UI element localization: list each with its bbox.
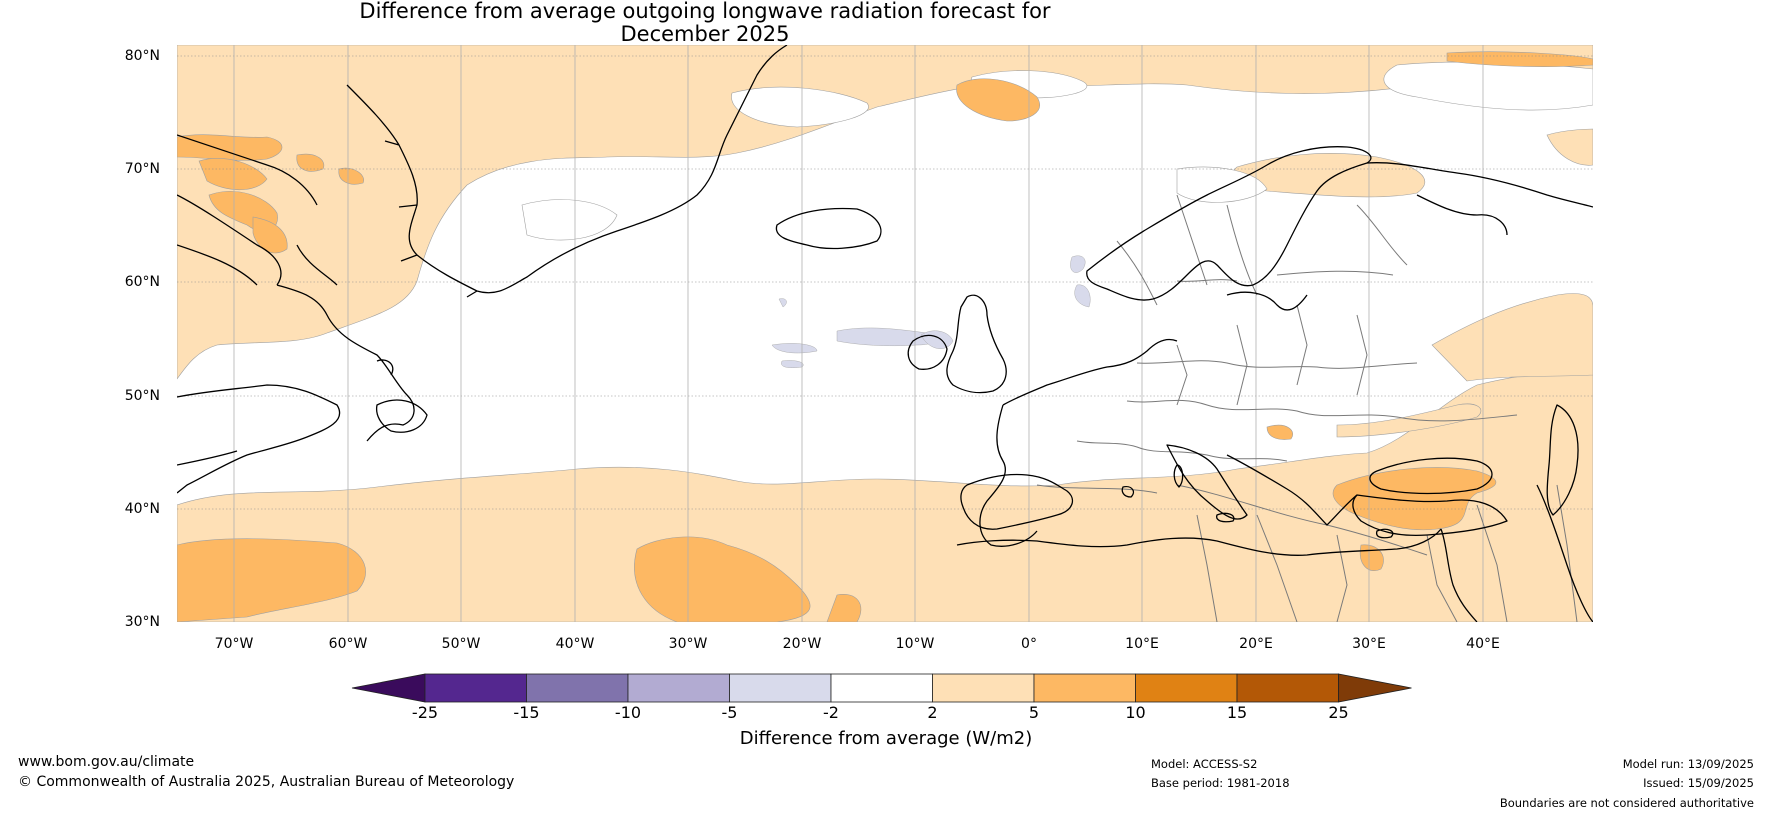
balkans-coast xyxy=(1226,454,1358,526)
colorbar-bin xyxy=(830,673,933,703)
lon-label-20e: 20°E xyxy=(1239,636,1273,652)
country-borders xyxy=(1036,194,1578,622)
europe-west-coast xyxy=(979,338,1178,547)
lon-label-20w: 20°W xyxy=(782,636,822,652)
colorbar xyxy=(351,673,1412,703)
caspian-coast xyxy=(1546,404,1579,516)
colorbar-bin xyxy=(627,673,730,703)
colorbar-bin xyxy=(424,673,527,703)
newfoundland-coast xyxy=(375,399,428,433)
lat-label-50n: 50°N xyxy=(124,388,160,404)
canadian-arctic-coast xyxy=(177,134,338,286)
footer-copyright: © Commonwealth of Australia 2025, Austra… xyxy=(18,774,515,790)
colorbar-bin xyxy=(932,673,1035,703)
lon-label-50w: 50°W xyxy=(441,636,481,652)
lon-label-30w: 30°W xyxy=(668,636,708,652)
north-america-east-coast xyxy=(177,384,341,494)
colorbar-bin xyxy=(526,673,629,703)
iberia-coast xyxy=(960,473,1074,530)
colorbar-label: Difference from average (W/m2) xyxy=(739,728,1033,749)
great-britain-coast xyxy=(946,294,1007,394)
lat-label-40n: 40°N xyxy=(124,501,160,517)
lon-label-60w: 60°W xyxy=(328,636,368,652)
colorbar-extend-high xyxy=(1338,673,1412,703)
colorbar-tick-label: 25 xyxy=(1328,703,1349,722)
colorbar-tick-label: 5 xyxy=(1028,703,1040,722)
figure-title: Difference from average outgoing longwav… xyxy=(0,0,1410,46)
colorbar-tick-label: 2 xyxy=(927,703,938,722)
footer-model: Model: ACCESS-S2 xyxy=(1151,757,1258,771)
colorbar-bin xyxy=(729,673,832,703)
anomaly-5-to-10-shading xyxy=(177,51,1593,622)
lat-label-30n: 30°N xyxy=(124,614,160,630)
scandinavia-coast xyxy=(1086,146,1372,301)
colorbar-tick-label: 15 xyxy=(1226,703,1248,722)
ireland-coast xyxy=(907,334,948,370)
colorbar-tick-label: -25 xyxy=(411,703,439,722)
footer-disclaimer: Boundaries are not considered authoritat… xyxy=(1499,796,1754,810)
colorbar-tick-label: -2 xyxy=(823,703,839,722)
mediterranean-islands xyxy=(1121,464,1394,539)
graticule xyxy=(177,55,1593,510)
colorbar-tick-label: 10 xyxy=(1125,703,1146,722)
lat-label-80n: 80°N xyxy=(124,48,160,64)
colorbar-bin xyxy=(1033,673,1136,703)
lon-label-40e: 40°E xyxy=(1466,636,1500,652)
lon-label-0: 0° xyxy=(1021,636,1037,652)
lon-label-70w: 70°W xyxy=(214,636,254,652)
arctic-russia-coast xyxy=(1366,162,1593,236)
colorbar-tick-label: -5 xyxy=(721,703,738,722)
lon-label-10w: 10°W xyxy=(895,636,935,652)
footer-issued: Issued: 15/09/2025 xyxy=(1643,776,1754,790)
lon-label-10e: 10°E xyxy=(1125,636,1159,652)
colorbar-tick-label: -10 xyxy=(614,703,642,722)
colorbar-bin xyxy=(1135,673,1238,703)
footer-website: www.bom.gov.au/climate xyxy=(18,754,195,770)
meridians xyxy=(233,45,1484,622)
lon-label-40w: 40°W xyxy=(555,636,595,652)
black-sea-coast xyxy=(1369,457,1493,495)
lat-label-60n: 60°N xyxy=(124,274,160,290)
lon-label-30e: 30°E xyxy=(1352,636,1386,652)
colorbar-bin xyxy=(1236,673,1339,703)
footer-model-run: Model run: 13/09/2025 xyxy=(1622,757,1754,771)
coastlines xyxy=(177,45,1593,622)
anatolia-coast xyxy=(1352,494,1508,537)
title-line-1: Difference from average outgoing longwav… xyxy=(359,0,1051,23)
levant-coast xyxy=(1440,528,1478,622)
colorbar-tick-label: -15 xyxy=(513,703,540,722)
footer-base-period: Base period: 1981-2018 xyxy=(1151,776,1290,790)
greenland-coast xyxy=(346,45,788,298)
anomaly-map xyxy=(177,45,1593,622)
italy-coast xyxy=(1166,444,1248,520)
title-line-2: December 2025 xyxy=(620,22,790,46)
baltic-coast xyxy=(1226,291,1308,311)
iceland-coast xyxy=(775,207,882,250)
labrador-coast xyxy=(276,284,415,442)
anomaly-2-to-5-shading xyxy=(177,45,1593,622)
colorbar-extend-low xyxy=(351,673,426,703)
north-africa-coast xyxy=(956,528,1442,556)
red-sea-coast xyxy=(1536,484,1593,622)
lat-label-70n: 70°N xyxy=(124,161,160,177)
